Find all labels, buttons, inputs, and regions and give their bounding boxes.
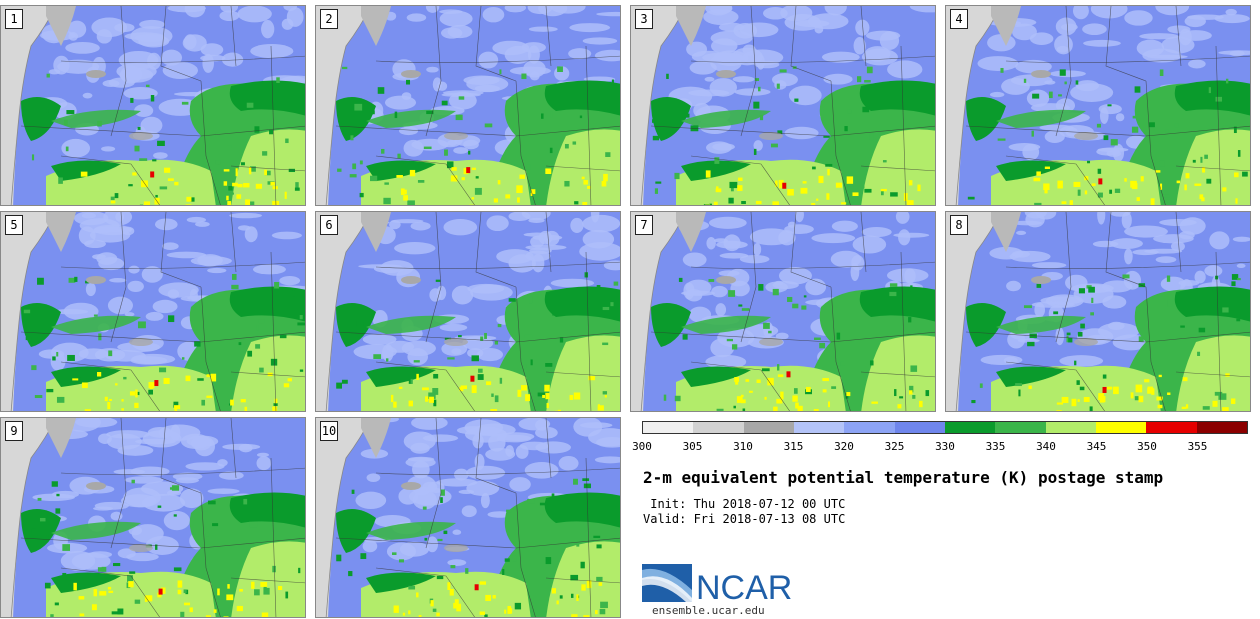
colorbar-tick-label: 340 (1036, 440, 1056, 453)
ensemble-member-map: 10 (315, 417, 621, 618)
colorbar-segment (894, 422, 945, 433)
colorbar-segment (944, 422, 996, 433)
valid-time: Valid: Fri 2018-07-13 08 UTC (643, 512, 846, 526)
ensemble-member-map: 9 (0, 417, 306, 618)
ensemble-member-map: 4 (945, 5, 1251, 206)
member-number-label: 8 (950, 215, 968, 235)
member-number-label: 5 (5, 215, 23, 235)
colorbar-tick-label: 325 (884, 440, 905, 453)
colorbar-tick-label: 355 (1187, 440, 1208, 453)
member-number-label: 6 (320, 215, 338, 235)
colorbar-tick-label: 300 (632, 440, 652, 453)
colorbar-tick-label: 310 (733, 440, 753, 453)
ensemble-member-map: 8 (945, 211, 1251, 412)
ensemble-member-map: 3 (630, 5, 936, 206)
member-number-label: 1 (5, 9, 23, 29)
ensemble-member-map: 1 (0, 5, 306, 206)
colorbar-segment (1196, 422, 1247, 433)
init-time: Init: Thu 2018-07-12 00 UTC (643, 497, 846, 511)
colorbar-segment (693, 422, 744, 433)
chart-title: 2-m equivalent potential temperature (K)… (643, 468, 1164, 487)
colorbar-tick-label: 330 (935, 440, 955, 453)
colorbar-segment (1095, 422, 1147, 433)
member-number-label: 4 (950, 9, 968, 29)
colorbar-tick-label: 350 (1137, 440, 1157, 453)
colorbar-segment (995, 422, 1046, 433)
colorbar-tick-label: 345 (1086, 440, 1107, 453)
colorbar (642, 421, 1248, 434)
ensemble-member-map: 2 (315, 5, 621, 206)
colorbar-tick-label: 320 (834, 440, 854, 453)
colorbar-segment (1146, 422, 1197, 433)
colorbar-segment (643, 422, 694, 433)
colorbar-segment (844, 422, 895, 433)
member-number-label: 2 (320, 9, 338, 29)
ncar-logo: NCAR (642, 560, 792, 608)
colorbar-segment (793, 422, 845, 433)
ensemble-member-map: 6 (315, 211, 621, 412)
colorbar-tick-label: 335 (985, 440, 1006, 453)
ensemble-member-map: 7 (630, 211, 936, 412)
member-number-label: 9 (5, 421, 23, 441)
logo-url: ensemble.ucar.edu (652, 604, 765, 617)
member-number-label: 3 (635, 9, 653, 29)
colorbar-tick-label: 305 (682, 440, 703, 453)
member-number-label: 7 (635, 215, 653, 235)
colorbar-tick-label: 315 (783, 440, 804, 453)
ensemble-member-map: 5 (0, 211, 306, 412)
ncar-wordmark: NCAR (696, 569, 792, 604)
member-number-label: 10 (320, 421, 338, 441)
colorbar-segment (1045, 422, 1096, 433)
colorbar-segment (743, 422, 794, 433)
